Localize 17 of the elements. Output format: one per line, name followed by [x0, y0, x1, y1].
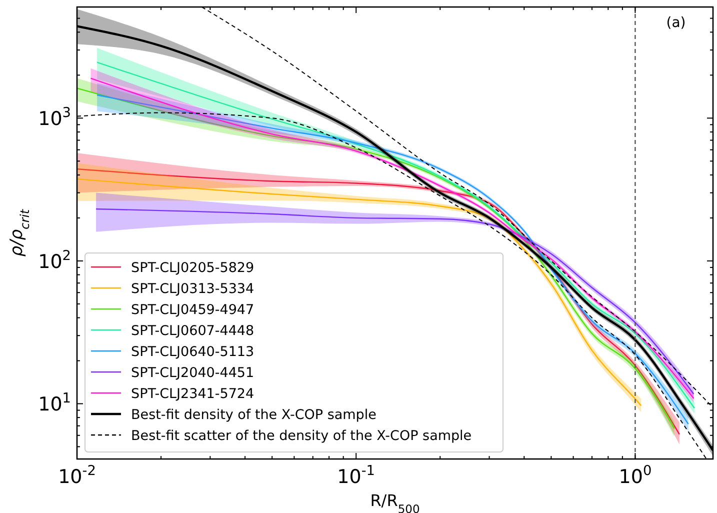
x-axis-title: R/R$_{500}$: [370, 491, 420, 513]
legend-label: SPT-CLJ0640-5113: [131, 344, 254, 360]
y-tick-label: 10$^{1}$: [38, 390, 71, 416]
legend-label: Best-fit scatter of the density of the X-COP sample: [131, 428, 472, 444]
legend-label: SPT-CLJ0313-5334: [131, 281, 254, 297]
legend-label: SPT-CLJ0607-4448: [131, 323, 254, 339]
x-tick-label: 10$^{0}$: [618, 463, 652, 488]
legend-label: Best-fit density of the X-COP sample: [131, 407, 376, 423]
x-tick-label: 10$^{-1}$: [337, 463, 376, 488]
x-tick-label: 10$^{-2}$: [58, 463, 96, 488]
legend-label: SPT-CLJ0459-4947: [131, 302, 254, 318]
y-tick-label: 10$^{2}$: [38, 248, 71, 273]
y-tick-label: 10$^{3}$: [38, 105, 71, 130]
legend-label: SPT-CLJ2040-4451: [131, 365, 254, 381]
annotation: (a): [666, 15, 686, 31]
legend-label: SPT-CLJ2341-5724: [131, 386, 254, 402]
legend-label: SPT-CLJ0205-5829: [131, 260, 254, 276]
